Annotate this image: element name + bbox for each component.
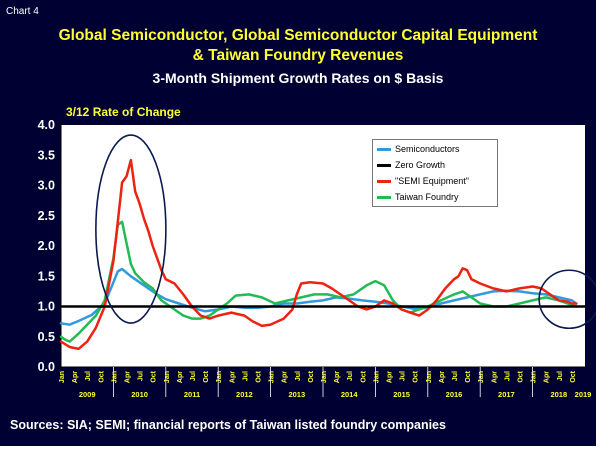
x-month-label: Oct	[413, 370, 420, 382]
x-month-label: Jan	[478, 371, 485, 383]
x-month-label: Jul	[242, 371, 249, 381]
y-tick-label: 0.5	[38, 330, 55, 344]
y-tick-label: 3.5	[38, 148, 55, 162]
x-month-label: Jan	[164, 371, 171, 383]
legend-label-semiconductors: Semiconductors	[395, 144, 460, 154]
x-year-label: 2011	[184, 390, 200, 399]
y-tick-label: 1.5	[38, 269, 55, 283]
x-month-label: Apr	[387, 371, 394, 383]
y-tick-label: 2.0	[38, 239, 55, 253]
legend-label-zero-growth: Zero Growth	[395, 160, 446, 170]
x-month-label: Jul	[452, 371, 459, 381]
x-month-label: Jan	[531, 371, 538, 383]
x-month-label: Apr	[229, 371, 236, 383]
x-month-label: Apr	[334, 371, 341, 383]
x-month-label: Oct	[203, 370, 210, 382]
x-year-label: 2017	[498, 390, 515, 399]
plot-area	[61, 125, 585, 367]
y-tick-label: 2.5	[38, 209, 55, 223]
x-year-label: 2015	[393, 390, 410, 399]
x-month-label: Jul	[85, 371, 92, 381]
series-line-semiconductors	[59, 267, 578, 326]
x-month-label: Jan	[269, 371, 276, 383]
y-tick-label: 3.0	[38, 179, 55, 193]
x-year-label: 2010	[131, 390, 148, 399]
x-month-label: Jul	[504, 371, 511, 381]
highlight-ellipse-2018	[538, 269, 596, 330]
x-month-label: Apr	[72, 371, 79, 383]
x-month-label: Jul	[400, 371, 407, 381]
x-month-label: Apr	[439, 371, 446, 383]
x-year-label: 2016	[446, 390, 463, 399]
x-month-label: Jul	[347, 371, 354, 381]
legend-label-taiwan-foundry: Taiwan Foundry	[395, 192, 459, 202]
x-month-label: Jul	[138, 371, 145, 381]
x-month-label: Oct	[308, 370, 315, 382]
highlight-ellipse-2010	[95, 134, 167, 324]
x-month-label: Oct	[518, 370, 525, 382]
x-month-label: Apr	[491, 371, 498, 383]
x-month-label: Apr	[177, 371, 184, 383]
series-layer	[59, 158, 587, 351]
axes: 0.0 0.5 1.0 1.5 2.0 2.5 3.0 3.5 4.0 Jan Apr Jul Oct J…	[38, 118, 592, 399]
x-month-label: Oct	[98, 370, 105, 382]
x-month-label: Jan	[111, 371, 118, 383]
annotations	[95, 134, 596, 330]
legend: Semiconductors Zero Growth "SEMI Equipme…	[372, 139, 498, 207]
legend-swatch-semiconductors	[377, 148, 391, 151]
x-month-label: Apr	[282, 371, 289, 383]
chart-number-label: Chart 4	[6, 6, 39, 17]
chart-title-line2: & Taiwan Foundry Revenues	[192, 47, 404, 64]
x-month-label: Jan	[373, 371, 380, 383]
legend-swatch-zero-growth	[377, 164, 391, 167]
x-month-label: Oct	[151, 370, 158, 382]
x-year-label: 2012	[236, 390, 253, 399]
chart-title-line1: Global Semiconductor, Global Semiconduct…	[58, 27, 538, 44]
x-year-label: 2014	[341, 390, 359, 399]
source-note: Sources: SIA; SEMI; financial reports of…	[10, 418, 446, 432]
x-month-label: Jan	[59, 371, 66, 383]
y-tick-label: 1.0	[38, 300, 55, 314]
x-month-label: Oct	[360, 370, 367, 382]
x-year-label: 2013	[288, 390, 305, 399]
x-year-label: 2009	[79, 390, 96, 399]
x-year-label: 2019	[575, 390, 592, 399]
x-month-label: Jan	[321, 371, 328, 383]
x-month-label: Oct	[256, 370, 263, 382]
x-month-label: Jul	[295, 371, 302, 381]
x-month-label: Jan	[216, 371, 223, 383]
x-month-label: Jul	[190, 371, 197, 381]
legend-swatch-taiwan-foundry	[377, 196, 391, 199]
y-axis-title: 3/12 Rate of Change	[66, 105, 181, 119]
x-month-label: Apr	[544, 371, 551, 383]
chart-subtitle: 3-Month Shipment Growth Rates on $ Basis	[152, 70, 444, 86]
legend-label-semi-equipment: "SEMI Equipment"	[395, 176, 469, 186]
line-chart: 0.0 0.5 1.0 1.5 2.0 2.5 3.0 3.5 4.0 Jan Apr Jul Oct J…	[38, 118, 596, 399]
x-month-label: Jul	[557, 371, 564, 381]
x-year-label: 2018	[550, 390, 567, 399]
x-month-label: Oct	[465, 370, 472, 382]
x-month-label: Apr	[125, 371, 132, 383]
series-line-semi-equipment	[59, 158, 578, 351]
y-tick-label: 0.0	[38, 360, 55, 374]
legend-swatch-semi-equipment	[377, 180, 391, 183]
series-line-taiwan-foundry	[59, 220, 578, 343]
x-month-label: Jan	[426, 371, 433, 383]
y-tick-label: 4.0	[38, 118, 55, 132]
x-month-label: Oct	[570, 370, 577, 382]
